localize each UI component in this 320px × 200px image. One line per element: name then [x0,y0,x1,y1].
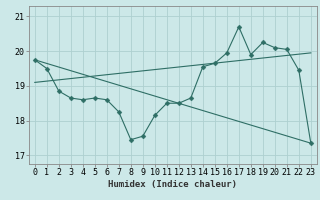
X-axis label: Humidex (Indice chaleur): Humidex (Indice chaleur) [108,180,237,189]
